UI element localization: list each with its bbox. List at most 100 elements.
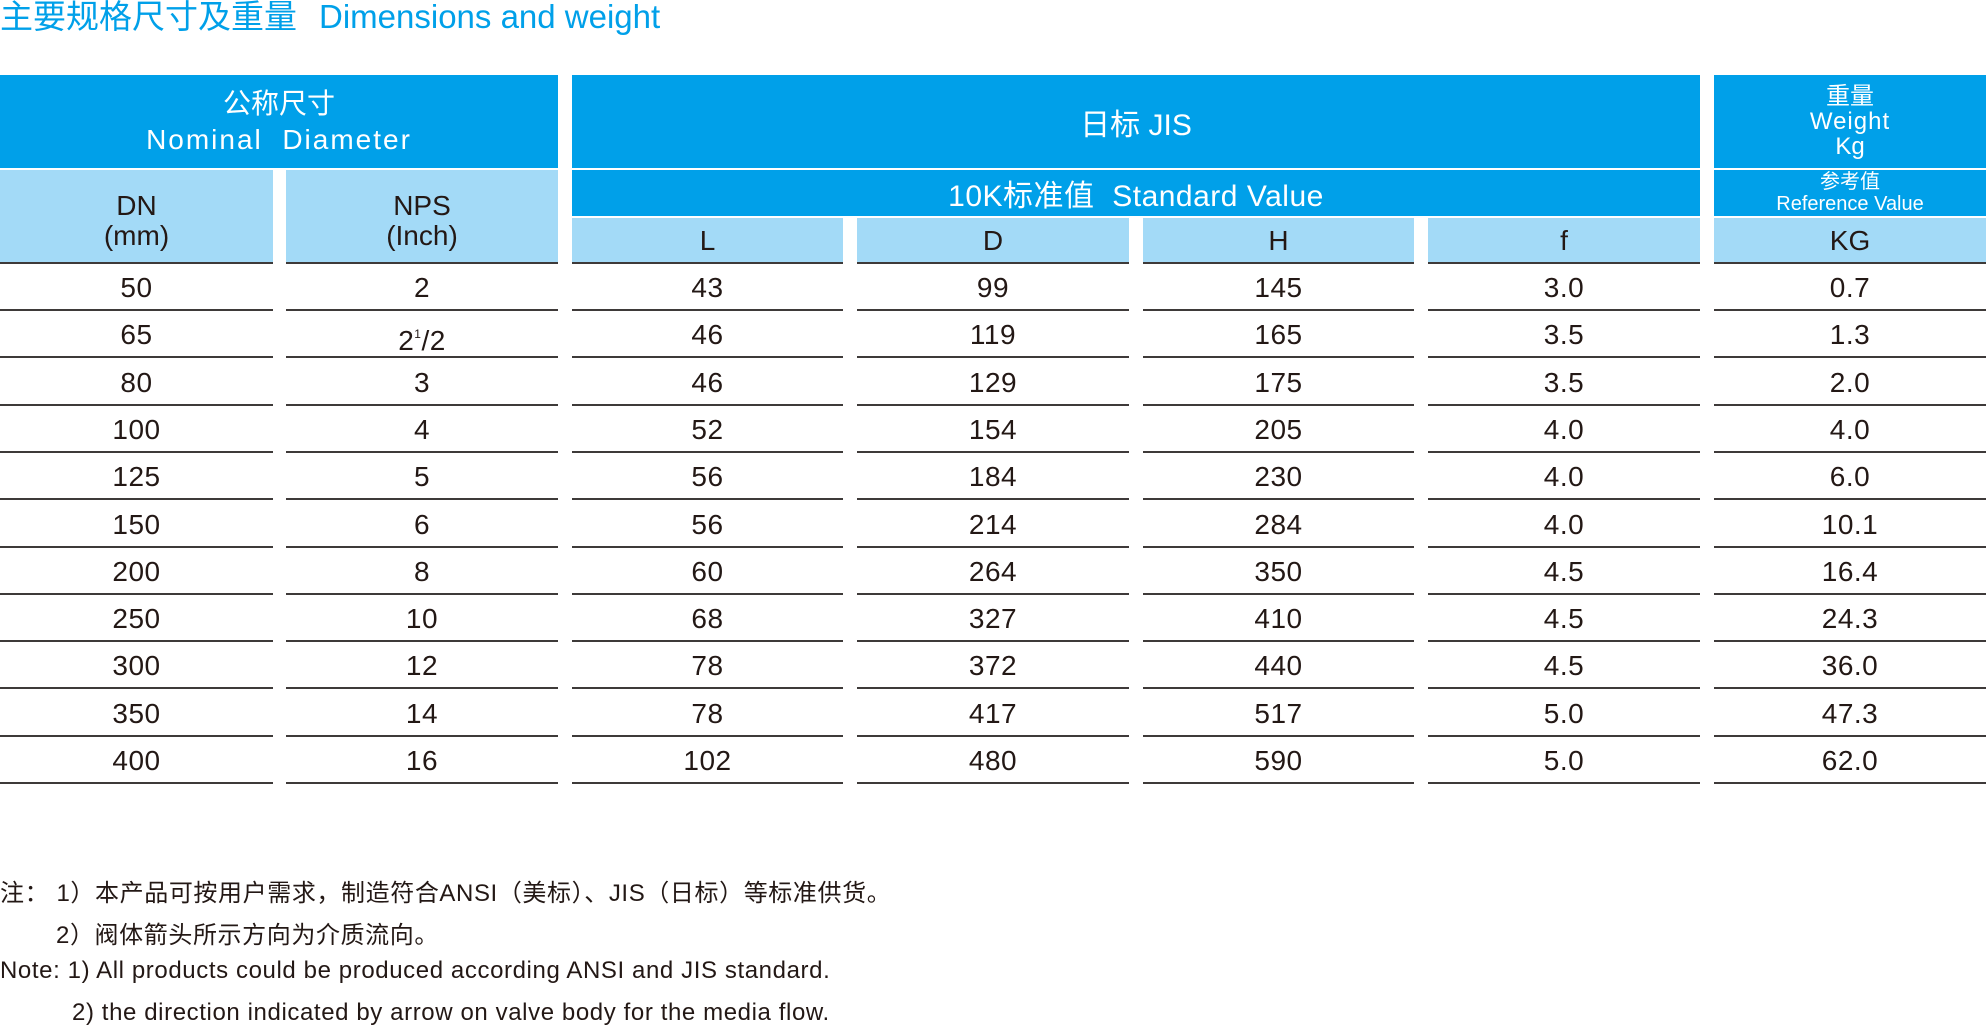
table-cell-D: 214 (857, 501, 1129, 548)
nps-label: NPS (393, 190, 451, 221)
ref-en: Reference Value (1776, 193, 1924, 215)
nominal-en: Nominal Diameter (146, 123, 412, 155)
table-cell-kg: 2.0 (1714, 359, 1986, 406)
table-cell-L: 60 (572, 548, 843, 595)
table-cell-H: 350 (1143, 548, 1414, 595)
table-cell-L: 78 (572, 642, 843, 690)
table-cell-L: 68 (572, 595, 843, 643)
dn-label: DN (116, 190, 157, 221)
table-cell-kg: 36.0 (1714, 642, 1986, 690)
header-rule (1428, 262, 1700, 264)
table-cell-nps: 12 (286, 642, 558, 690)
table-cell-f: 3.0 (1428, 264, 1700, 311)
table-cell-f: 4.0 (1428, 406, 1700, 453)
table-cell-D: 480 (857, 737, 1129, 784)
note-en-2: 2) the direction indicated by arrow on v… (72, 999, 830, 1026)
table-cell-f: 4.0 (1428, 501, 1700, 548)
table-cell-f: 4.5 (1428, 548, 1700, 595)
col-header-KG: KG (1714, 218, 1986, 264)
table-cell-f: 5.0 (1428, 737, 1700, 784)
col-header-L: L (572, 218, 843, 264)
nominal-cn: 公称尺寸 (222, 87, 335, 119)
table-cell-nps: 3 (286, 359, 558, 406)
table-cell-dn: 250 (0, 595, 273, 643)
table-cell-f: 4.5 (1428, 595, 1700, 643)
weight-unit: Kg (1835, 133, 1865, 160)
table-cell-D: 264 (857, 548, 1129, 595)
table-cell-dn: 50 (0, 264, 273, 311)
table-cell-nps: 5 (286, 453, 558, 501)
table-cell-D: 99 (857, 264, 1129, 311)
header-rule (857, 262, 1129, 264)
table-cell-L: 56 (572, 501, 843, 548)
table-cell-H: 284 (1143, 501, 1414, 548)
table-cell-nps: 2 (286, 264, 558, 311)
table-cell-nps: 10 (286, 595, 558, 643)
table-cell-H: 145 (1143, 264, 1414, 311)
nominal-diameter-header: 公称尺寸 Nominal Diameter (0, 75, 558, 168)
table-cell-dn: 400 (0, 737, 273, 784)
table-cell-H: 205 (1143, 406, 1414, 453)
reference-value-header: 参考值 Reference Value (1714, 170, 1986, 216)
table-cell-kg: 24.3 (1714, 595, 1986, 643)
table-cell-L: 52 (572, 406, 843, 453)
table-cell-H: 165 (1143, 311, 1414, 359)
table-cell-H: 175 (1143, 359, 1414, 406)
table-cell-kg: 6.0 (1714, 453, 1986, 501)
table-cell-kg: 16.4 (1714, 548, 1986, 595)
table-cell-kg: 62.0 (1714, 737, 1986, 784)
table-cell-nps: 21/2 (286, 311, 558, 359)
note-en-1: Note: 1) All products could be produced … (0, 957, 831, 984)
table-cell-dn: 200 (0, 548, 273, 595)
table-cell-L: 102 (572, 737, 843, 784)
table-cell-H: 410 (1143, 595, 1414, 643)
table-cell-f: 5.0 (1428, 690, 1700, 737)
weight-cn: 重量 (1826, 83, 1874, 110)
table-cell-f: 4.0 (1428, 453, 1700, 501)
table-cell-D: 417 (857, 690, 1129, 737)
table-cell-H: 590 (1143, 737, 1414, 784)
table-cell-H: 517 (1143, 690, 1414, 737)
table-cell-L: 78 (572, 690, 843, 737)
note-cn-2: 2）阀体箭头所示方向为介质流向。 (56, 922, 439, 949)
table-cell-D: 119 (857, 311, 1129, 359)
table-cell-H: 440 (1143, 642, 1414, 690)
table-cell-nps: 14 (286, 690, 558, 737)
table-cell-kg: 0.7 (1714, 264, 1986, 311)
table-cell-H: 230 (1143, 453, 1414, 501)
table-cell-f: 3.5 (1428, 359, 1700, 406)
table-cell-f: 4.5 (1428, 642, 1700, 690)
table-cell-dn: 80 (0, 359, 273, 406)
table-cell-L: 56 (572, 453, 843, 501)
table-cell-nps: 8 (286, 548, 558, 595)
nps-header: NPS (Inch) (286, 170, 558, 264)
title-en: Dimensions and weight (319, 0, 661, 35)
table-cell-nps: 6 (286, 501, 558, 548)
col-header-H: H (1143, 218, 1414, 264)
table-cell-D: 129 (857, 359, 1129, 406)
ref-cn: 参考值 (1820, 171, 1880, 193)
weight-en: Weight (1809, 108, 1891, 135)
table-cell-D: 372 (857, 642, 1129, 690)
header-rule (1143, 262, 1414, 264)
table-cell-L: 46 (572, 311, 843, 359)
table-cell-nps: 4 (286, 406, 558, 453)
table-cell-D: 327 (857, 595, 1129, 643)
table-cell-dn: 125 (0, 453, 273, 501)
col-header-D: D (857, 218, 1129, 264)
header-rule (1714, 262, 1986, 264)
header-rule (572, 262, 843, 264)
dn-header: DN (mm) (0, 170, 273, 264)
table-cell-dn: 100 (0, 406, 273, 453)
table-cell-nps: 16 (286, 737, 558, 784)
jis-header: 日标 JIS (572, 75, 1700, 168)
table-cell-dn: 150 (0, 501, 273, 548)
table-cell-D: 154 (857, 406, 1129, 453)
fraction-superscript: 1 (414, 327, 422, 342)
weight-header: 重量 Weight Kg (1714, 75, 1986, 168)
table-cell-dn: 350 (0, 690, 273, 737)
header-rule (0, 262, 273, 264)
table-cell-kg: 10.1 (1714, 501, 1986, 548)
note-cn-1: 注： 1）本产品可按用户需求，制造符合ANSI（美标）、JIS（日标）等标准供货… (0, 880, 892, 907)
standard-label: 10K标准值 Standard Value (948, 180, 1324, 213)
